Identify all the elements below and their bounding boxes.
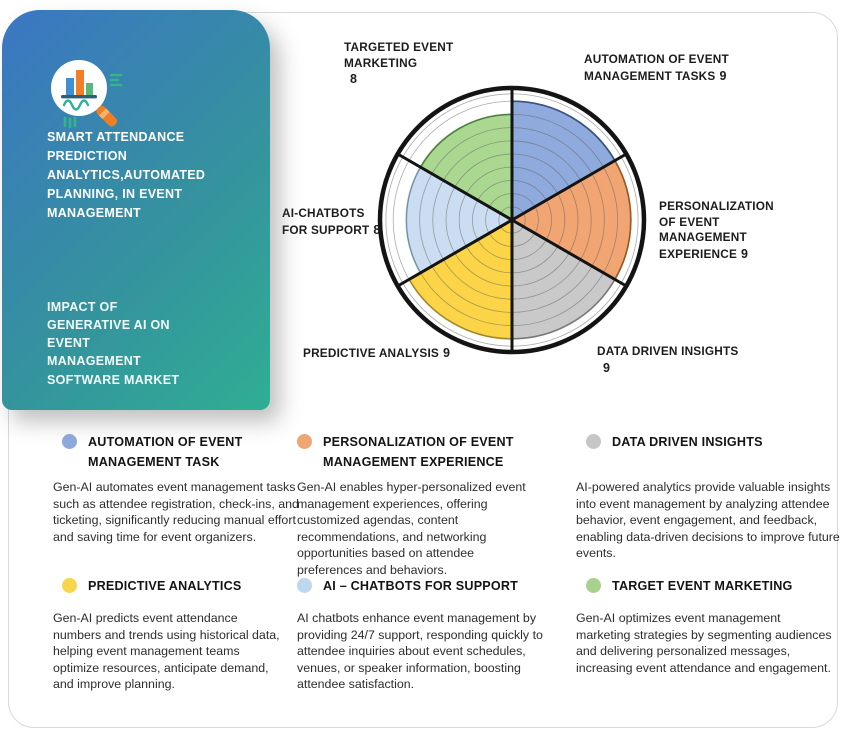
chart-label-data-driven-insights: DATA DRIVEN INSIGHTS 9 [597, 344, 739, 375]
legend-body: Gen-AI automates event management tasks … [53, 480, 299, 544]
chart-label-targeted-event-marketing: TARGETED EVENT MARKETING 8 [344, 40, 454, 87]
legend-dot-personalization [297, 434, 312, 449]
legend-title: TARGET EVENT MARKETING [612, 579, 793, 593]
legend-dot-data-driven [586, 434, 601, 449]
legend-title: PREDICTIVE ANALYTICS [88, 579, 242, 593]
legend-body: AI chatbots enhance event management by … [297, 611, 543, 691]
legend-item-ai-chatbots: AI – CHATBOTS FOR SUPPORT AI chatbots en… [297, 577, 547, 693]
legend-item-predictive: PREDICTIVE ANALYTICS Gen-AI predicts eve… [53, 577, 301, 693]
polar-sector-chart [377, 85, 647, 355]
legend-item-automation: AUTOMATION OF EVENT MANAGEMENT TASK Gen-… [53, 433, 311, 545]
legend-title: AUTOMATION OF EVENT MANAGEMENT TASK [88, 435, 243, 469]
legend-item-target-marketing: TARGET EVENT MARKETING Gen-AI optimizes … [576, 577, 848, 676]
title-card: SMART ATTENDANCE PREDICTION ANALYTICS,AU… [0, 6, 270, 410]
chart-label-automation-tasks: AUTOMATION OF EVENT MANAGEMENT TASKS 9 [584, 52, 729, 83]
legend-title: DATA DRIVEN INSIGHTS [612, 435, 763, 449]
legend-body: Gen-AI enables hyper-personalized event … [297, 480, 526, 577]
legend-dot-automation [62, 434, 77, 449]
legend-item-data-driven: DATA DRIVEN INSIGHTS AI-powered analytic… [576, 433, 850, 562]
card-heading: SMART ATTENDANCE PREDICTION ANALYTICS,AU… [47, 130, 206, 220]
legend-title: AI – CHATBOTS FOR SUPPORT [323, 579, 519, 593]
legend-dot-ai-chatbots [297, 578, 312, 593]
legend-dot-predictive [62, 578, 77, 593]
chart-label-predictive-analysis: PREDICTIVE ANALYSIS 9 [303, 346, 451, 360]
attendance-analytics-icon [51, 60, 123, 129]
chart-label-personalization: PERSONALIZATION OF EVENT MANAGEMENT EXPE… [659, 199, 774, 261]
legend-title: PERSONALIZATION OF EVENT MANAGEMENT EXPE… [323, 435, 514, 469]
chart-label-ai-chatbots: AI-CHATBOTS FOR SUPPORT 8 [282, 206, 381, 237]
card-subheading: IMPACT OF GENERATIVE AI ON EVENT MANAGEM… [47, 300, 180, 387]
legend-dot-target-marketing [586, 578, 601, 593]
legend-body: Gen-AI optimizes event management market… [576, 611, 832, 675]
legend-item-personalization: PERSONALIZATION OF EVENT MANAGEMENT EXPE… [297, 433, 535, 578]
legend-body: AI-powered analytics provide valuable in… [576, 480, 840, 560]
legend-body: Gen-AI predicts event attendance numbers… [53, 611, 280, 691]
